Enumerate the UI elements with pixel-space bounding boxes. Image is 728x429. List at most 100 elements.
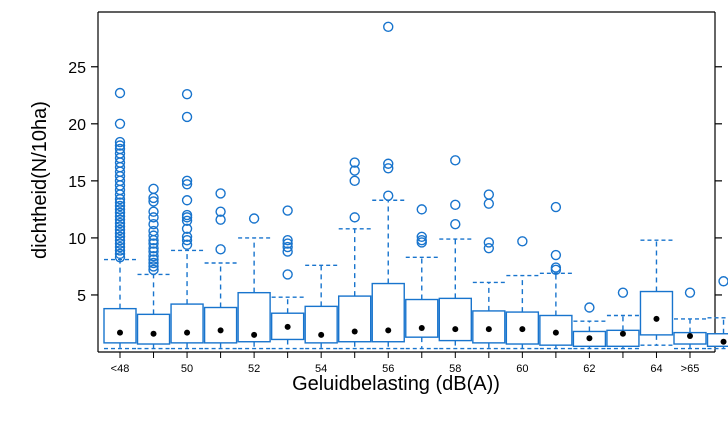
outlier-point [114,221,126,232]
x-axis-title: Geluidbelasting (dB(A)) [292,373,500,395]
outlier-point [282,246,293,257]
outlier-point [114,143,126,155]
outlier-point [114,238,126,249]
outlier-point [584,302,595,313]
x-tick-label-8: 56 [382,363,394,375]
outlier-point [148,242,159,254]
box-0 [103,87,137,350]
x-tick-label-14: 62 [583,363,595,375]
median-point [184,329,191,336]
outlier-point [181,234,193,246]
box-5 [270,205,305,350]
y-tick-label-20: 20 [68,117,86,134]
outlier-point [215,244,226,255]
box-13 [539,201,573,350]
outlier-point [114,148,126,159]
box-4 [237,213,271,350]
median-point [519,326,526,333]
y-tick-label-5: 5 [77,288,86,305]
outlier-point [215,206,226,217]
outlier-point [148,206,159,217]
outlier-point [349,212,360,223]
box-rect [103,307,137,344]
outlier-point [416,204,427,215]
x-tick-label-10: 58 [449,363,461,375]
outlier-point [181,195,193,206]
outlier-point [349,165,360,176]
x-tick-label-12: 60 [516,363,528,375]
outlier-point [718,276,728,287]
outlier-point [114,217,126,229]
y-axis: 5 10 15 20 25 [68,60,722,305]
outlier-point [114,87,126,99]
median-point [720,338,727,345]
box-rect [203,306,238,344]
x-tick-label-2: 50 [181,363,193,375]
outlier-point [483,242,495,254]
outlier-point [148,250,159,262]
box-16 [639,239,674,346]
box-12 [505,236,540,350]
box-rect [270,312,305,341]
outlier-point [282,205,293,216]
box-rect [136,313,171,345]
box-3 [203,188,238,350]
outlier-point [148,257,159,269]
median-point [251,331,258,338]
box-rect [170,303,204,344]
outlier-point [181,209,193,221]
outlier-point [148,261,159,272]
outlier-point [114,200,126,212]
outlier-point [114,211,126,222]
x-tick-label-17: >65 [681,363,700,375]
outlier-point [383,21,394,33]
outlier-point [114,136,126,148]
median-point [217,327,224,334]
y-tick-label-25: 25 [68,60,86,77]
box-rect [505,311,540,345]
y-axis-title: dichtheid(N/10ha) [29,101,51,259]
x-tick-label-16: 64 [650,363,662,375]
outlier-point [148,196,159,207]
outlier-point [181,231,193,242]
box-rect [405,298,439,338]
box-rect [639,290,674,336]
median-point [284,323,291,330]
box-6 [304,264,338,350]
x-axis: <48 50 52 54 56 58 60 62 64 >65 [111,352,700,375]
outlier-point [483,198,495,209]
outlier-point [181,88,193,100]
outlier-point [383,158,394,169]
box-2 [170,88,204,350]
outlier-point [148,219,159,230]
box-8 [371,21,405,350]
outlier-point [114,224,126,236]
outlier-point [148,254,159,265]
outlier-point [383,190,394,201]
outlier-point [114,252,126,263]
outlier-point [483,189,495,200]
outlier-point [282,241,293,253]
outlier-point [248,213,260,224]
outlier-point [114,228,126,239]
box-17 [673,287,707,350]
outlier-point [517,236,528,247]
outlier-point [148,230,159,241]
x-tick-label-6: 54 [315,363,327,375]
outlier-point [181,179,193,190]
outlier-point [114,234,126,246]
outlier-point [349,157,360,168]
box-9 [405,204,439,350]
box-rect [606,329,640,347]
y-tick-label-15: 15 [68,174,86,191]
outlier-point [148,183,159,195]
box-rect [438,297,472,342]
outlier-point [114,245,126,256]
box-rect [338,295,372,343]
outlier-point [282,234,293,246]
outlier-point [114,248,126,260]
outlier-point [450,155,461,166]
outlier-point [114,118,126,130]
outlier-point [181,215,193,226]
